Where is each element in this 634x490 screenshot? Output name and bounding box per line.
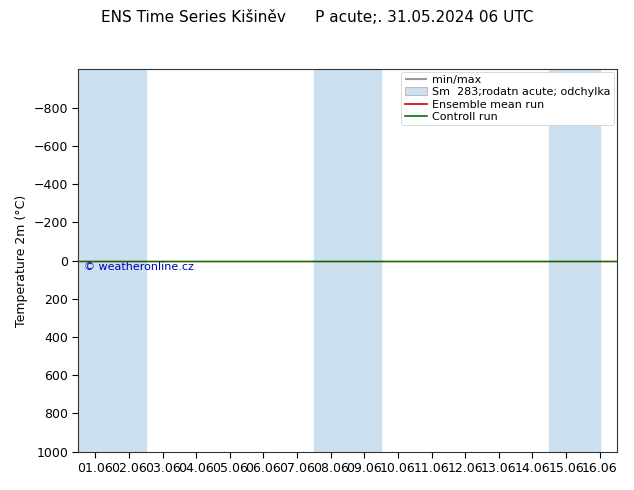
Y-axis label: Temperature 2m (°C): Temperature 2m (°C) (15, 195, 28, 327)
Legend: min/max, Sm  283;rodatn acute; odchylka, Ensemble mean run, Controll run: min/max, Sm 283;rodatn acute; odchylka, … (401, 72, 614, 125)
Text: ENS Time Series Kišiněv      P acute;. 31.05.2024 06 UTC: ENS Time Series Kišiněv P acute;. 31.05.… (101, 10, 533, 25)
Bar (549, 70, 600, 452)
Bar (314, 70, 381, 452)
Bar (79, 70, 146, 452)
Text: © weatheronline.cz: © weatheronline.cz (84, 263, 194, 272)
